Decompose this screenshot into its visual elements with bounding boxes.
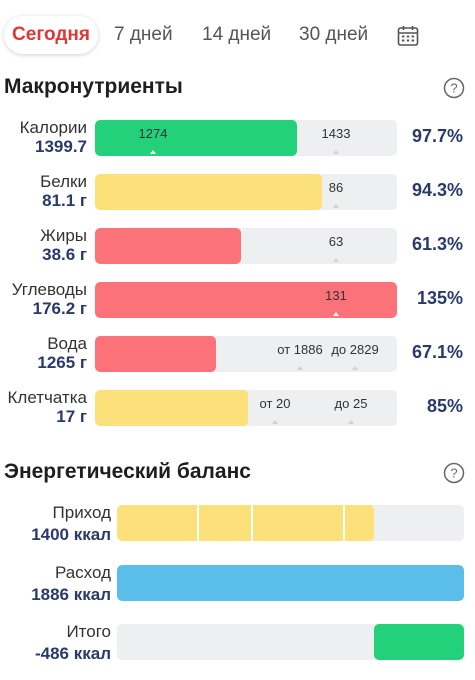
macro-progress-fill xyxy=(95,120,298,156)
energy-progress-track xyxy=(117,624,464,660)
macro-percent: 67.1% xyxy=(411,342,463,362)
energy-segment-divider xyxy=(343,505,345,541)
period-tabs: Сегодня 7 дней 14 дней 30 дней xyxy=(0,16,475,54)
macro-marker-low: 1274 xyxy=(138,126,168,141)
macro-progress-fill xyxy=(95,174,322,210)
macro-marker-tick xyxy=(333,204,339,208)
energy-name: Приход xyxy=(52,503,111,522)
macro-marker-high: до 25 xyxy=(334,396,368,411)
macro-marker-tick xyxy=(272,420,278,424)
macro-name: Углеводы xyxy=(11,280,87,299)
macro-marker-high: 1433 xyxy=(321,126,351,141)
svg-text:?: ? xyxy=(450,81,457,96)
macro-marker-high: 86 xyxy=(328,180,344,195)
svg-text:?: ? xyxy=(450,466,457,481)
macro-progress-track: 1274 1433 xyxy=(95,120,397,156)
macro-percent: 94.3% xyxy=(411,180,463,200)
macros-title: Макронутриенты xyxy=(4,75,183,98)
macro-value: 38.6 г xyxy=(42,245,87,264)
macro-name: Клетчатка xyxy=(7,388,88,407)
macro-row[interactable]: Углеводы 176.2 г 131 135% xyxy=(0,280,475,320)
macro-row[interactable]: Калории 1399.7 1274 1433 97.7% xyxy=(0,118,475,158)
macro-marker-tick xyxy=(333,258,339,262)
macro-marker-tick xyxy=(297,366,303,370)
macro-marker-tick xyxy=(150,150,156,154)
energy-row[interactable]: Итого -486 ккал xyxy=(0,622,475,670)
macro-row[interactable]: Вода 1265 г от 1886 до 2829 67.1% xyxy=(0,334,475,374)
macro-percent: 61.3% xyxy=(411,234,463,254)
tab-14-days[interactable]: 14 дней xyxy=(202,24,272,45)
macro-marker-low: от 1886 xyxy=(277,342,323,357)
macro-value: 1399.7 xyxy=(35,137,87,156)
macro-value: 1265 г xyxy=(37,353,87,372)
macro-name: Калории xyxy=(19,118,87,137)
energy-title: Энергетический баланс xyxy=(4,460,251,483)
macro-name: Жиры xyxy=(40,226,87,245)
energy-progress-track xyxy=(117,505,464,541)
macro-progress-track: 63 xyxy=(95,228,397,264)
energy-progress-fill xyxy=(374,624,464,660)
macro-name: Вода xyxy=(47,334,87,353)
macro-marker-tick xyxy=(352,366,358,370)
energy-segment-divider xyxy=(251,505,253,541)
macro-marker-tick xyxy=(333,312,339,316)
macro-value: 17 г xyxy=(56,407,87,426)
energy-progress-fill xyxy=(117,505,374,541)
macro-marker-high: 63 xyxy=(328,234,344,249)
energy-value: 1886 ккал xyxy=(31,585,111,604)
help-icon[interactable]: ? xyxy=(443,77,465,99)
macro-value: 176.2 г xyxy=(32,299,87,318)
energy-value: 1400 ккал xyxy=(31,525,111,544)
macro-marker-high: 131 xyxy=(325,288,347,303)
macro-marker-low: от 20 xyxy=(259,396,291,411)
macro-row[interactable]: Белки 81.1 г 86 94.3% xyxy=(0,172,475,212)
macro-progress-fill xyxy=(95,282,397,318)
macro-value: 81.1 г xyxy=(42,191,87,210)
macro-progress-track: 131 xyxy=(95,282,397,318)
macro-progress-fill xyxy=(95,336,216,372)
energy-row[interactable]: Приход 1400 ккал xyxy=(0,503,475,551)
macro-marker-tick xyxy=(333,150,339,154)
macro-progress-track: от 1886 до 2829 xyxy=(95,336,397,372)
macro-name: Белки xyxy=(40,172,87,191)
tab-30-days[interactable]: 30 дней xyxy=(299,24,369,45)
macro-percent: 135% xyxy=(416,288,463,308)
calendar-icon[interactable] xyxy=(396,24,420,48)
macro-marker-tick xyxy=(348,420,354,424)
macro-row[interactable]: Жиры 38.6 г 63 61.3% xyxy=(0,226,475,266)
macro-row[interactable]: Клетчатка 17 г от 20 до 25 85% xyxy=(0,388,475,428)
macro-progress-track: от 20 до 25 xyxy=(95,390,397,426)
energy-progress-fill xyxy=(117,565,464,601)
energy-segment-divider xyxy=(197,505,199,541)
macro-percent: 97.7% xyxy=(411,126,463,146)
help-icon[interactable]: ? xyxy=(443,462,465,484)
energy-row[interactable]: Расход 1886 ккал xyxy=(0,563,475,611)
tab-7-days[interactable]: 7 дней xyxy=(114,24,173,45)
energy-name: Расход xyxy=(54,563,111,582)
energy-progress-track xyxy=(117,565,464,601)
macro-marker-high: до 2829 xyxy=(331,342,379,357)
macro-progress-track: 86 xyxy=(95,174,397,210)
tab-today[interactable]: Сегодня xyxy=(4,16,98,54)
macro-percent: 85% xyxy=(426,396,463,416)
macro-progress-fill xyxy=(95,390,249,426)
energy-name: Итого xyxy=(66,622,111,641)
macro-progress-fill xyxy=(95,228,242,264)
energy-value: -486 ккал xyxy=(34,644,111,663)
